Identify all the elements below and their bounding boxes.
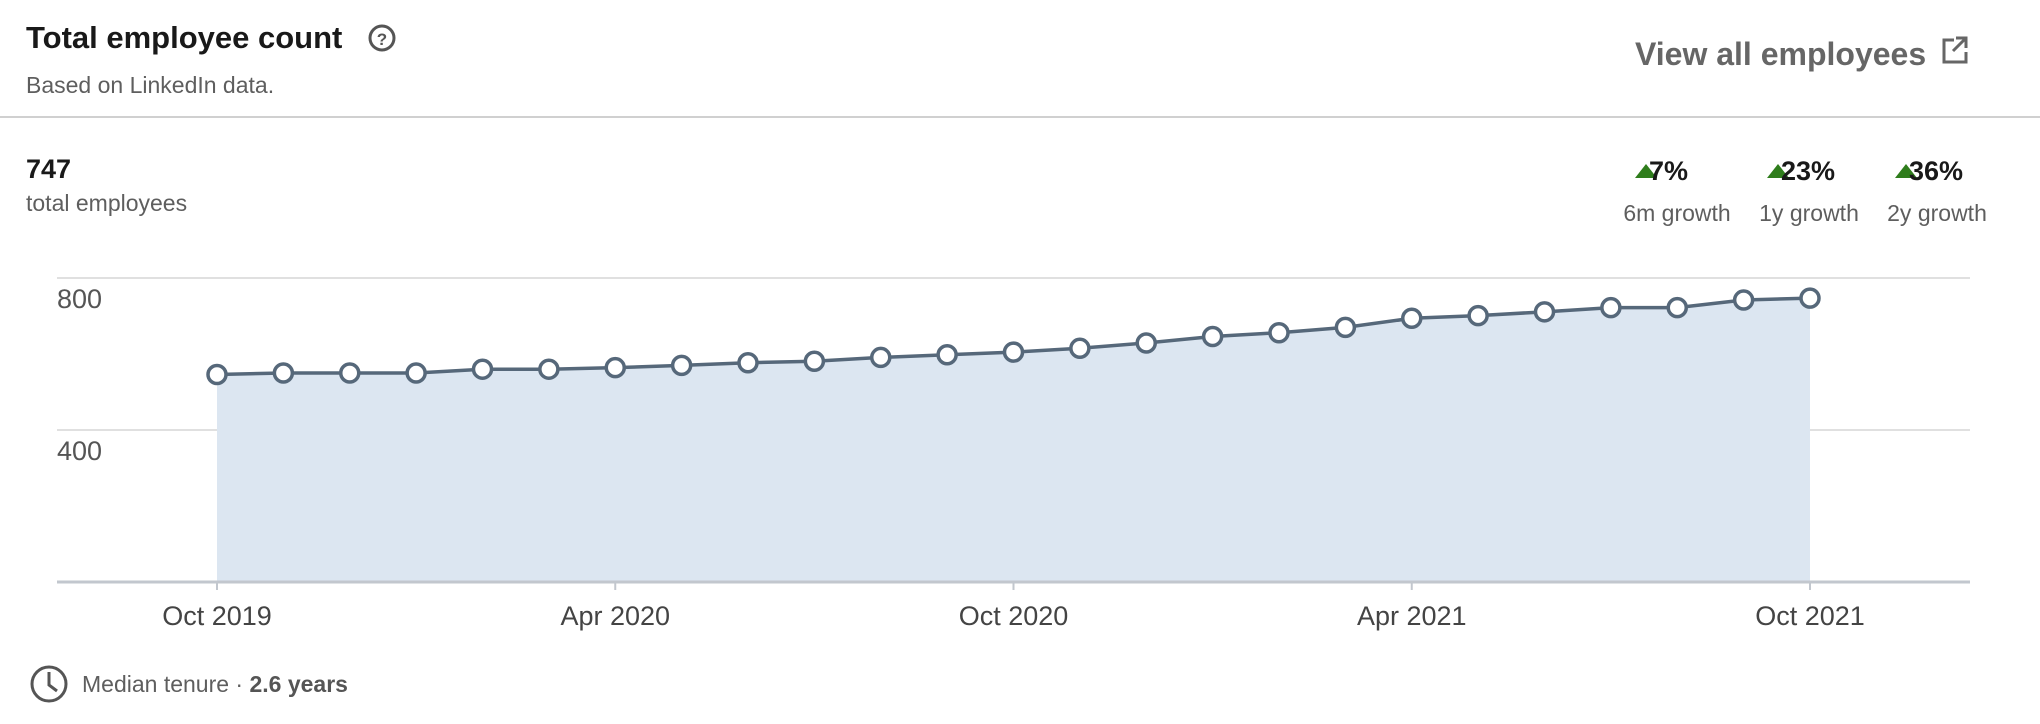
point xyxy=(1533,301,1556,323)
growth-label: 6m growth xyxy=(1623,200,1730,226)
growth-label: 1y growth xyxy=(1759,200,1859,226)
point xyxy=(339,362,361,384)
subtitle: Based on LinkedIn data. xyxy=(26,72,274,98)
clock-icon xyxy=(30,665,68,703)
x-tick-label: Apr 2021 xyxy=(1357,601,1467,631)
point xyxy=(1201,325,1224,348)
x-tick-label: Oct 2021 xyxy=(1755,601,1865,631)
y-tick-label: 400 xyxy=(57,436,102,466)
growth-value: 7% xyxy=(1649,156,1688,186)
point xyxy=(471,358,494,380)
point xyxy=(1002,341,1025,363)
growth-value: 23% xyxy=(1781,156,1835,186)
count: 747 xyxy=(26,154,71,184)
point xyxy=(936,344,958,366)
point xyxy=(1268,321,1290,344)
point xyxy=(1401,307,1423,330)
count-label: total employees xyxy=(26,190,187,216)
tenure: Median tenure · 2.6 years xyxy=(82,671,348,697)
point xyxy=(737,351,759,374)
growth: 7% 6m growth 23% 1y growth 36% 2y growth xyxy=(1623,156,1987,226)
point xyxy=(1334,316,1357,339)
point xyxy=(803,350,826,372)
chart: 400 800 Oct 2019 Apr 2020 Oct 2020 Apr 2021 Oc… xyxy=(57,277,1970,631)
view-all-link[interactable]: View all employees xyxy=(1635,36,1926,72)
point xyxy=(405,362,427,384)
point xyxy=(1666,296,1688,319)
tenure-label: Median tenure · xyxy=(82,671,249,697)
growth-arrow xyxy=(1767,164,1789,178)
point xyxy=(1135,332,1157,354)
tenure-value: 2.6 years xyxy=(249,671,347,697)
growth-value: 36% xyxy=(1909,156,1963,186)
point xyxy=(670,354,693,377)
point xyxy=(538,358,560,380)
help-icon[interactable]: ? xyxy=(368,24,396,52)
area xyxy=(217,298,1810,582)
growth-label: 2y growth xyxy=(1887,200,1987,226)
growth-arrow xyxy=(1635,164,1657,178)
point xyxy=(1600,296,1622,319)
point xyxy=(1467,304,1489,327)
x-tick-label: Oct 2020 xyxy=(959,601,1069,631)
point xyxy=(1732,289,1755,311)
title: Total employee count xyxy=(26,20,342,55)
x-tick-label: Apr 2020 xyxy=(560,601,670,631)
point xyxy=(206,363,228,386)
svg-text:?: ? xyxy=(377,30,387,49)
point xyxy=(272,362,295,384)
point xyxy=(1069,337,1091,360)
point xyxy=(604,356,626,379)
x-tick-label: Oct 2019 xyxy=(162,601,272,631)
point xyxy=(1799,287,1821,309)
external-icon xyxy=(1942,36,1968,64)
point xyxy=(870,346,892,369)
y-tick-label: 800 xyxy=(57,284,102,314)
growth-arrow xyxy=(1895,164,1917,178)
